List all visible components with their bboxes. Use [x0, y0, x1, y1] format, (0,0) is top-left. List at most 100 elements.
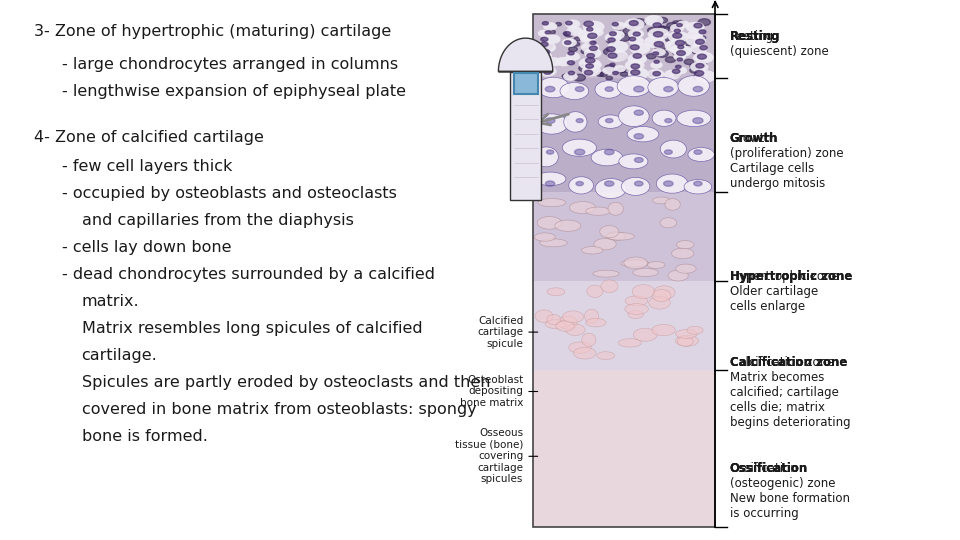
- Circle shape: [607, 47, 615, 52]
- Ellipse shape: [608, 202, 623, 215]
- Circle shape: [586, 64, 593, 68]
- Circle shape: [576, 119, 583, 123]
- Text: Resting
(quiescent) zone: Resting (quiescent) zone: [730, 30, 828, 58]
- Text: Growth: Growth: [730, 132, 779, 145]
- Circle shape: [596, 72, 604, 77]
- Ellipse shape: [594, 239, 616, 250]
- Circle shape: [568, 71, 574, 75]
- Ellipse shape: [665, 199, 681, 210]
- Circle shape: [677, 58, 683, 61]
- Ellipse shape: [654, 286, 675, 299]
- Ellipse shape: [652, 289, 671, 301]
- Text: Matrix resembles long spicules of calcified: Matrix resembles long spicules of calcif…: [82, 321, 422, 336]
- Circle shape: [546, 150, 554, 154]
- Circle shape: [545, 118, 555, 123]
- Circle shape: [672, 46, 692, 57]
- Circle shape: [607, 38, 616, 43]
- Circle shape: [694, 150, 702, 154]
- Circle shape: [556, 57, 572, 66]
- Ellipse shape: [598, 115, 623, 129]
- Circle shape: [644, 36, 665, 48]
- Circle shape: [565, 20, 580, 28]
- Circle shape: [687, 30, 703, 39]
- Circle shape: [686, 35, 706, 46]
- Text: Hypertrophic zone: Hypertrophic zone: [730, 270, 852, 283]
- Circle shape: [654, 60, 660, 63]
- Circle shape: [565, 21, 572, 25]
- Circle shape: [664, 150, 672, 154]
- Circle shape: [625, 60, 644, 71]
- Circle shape: [564, 41, 571, 44]
- Circle shape: [692, 48, 704, 55]
- Text: 3- Zone of hypertrophic (maturing) cartilage: 3- Zone of hypertrophic (maturing) carti…: [34, 24, 391, 39]
- Circle shape: [610, 31, 624, 39]
- Text: Osteoblast
depositing
bone matrix: Osteoblast depositing bone matrix: [460, 375, 523, 408]
- Circle shape: [539, 43, 556, 52]
- Circle shape: [691, 44, 708, 53]
- Circle shape: [583, 21, 604, 33]
- Text: matrix.: matrix.: [82, 294, 139, 309]
- Text: Ossification: Ossification: [730, 462, 808, 475]
- Circle shape: [684, 59, 694, 64]
- Circle shape: [587, 28, 593, 31]
- Ellipse shape: [591, 149, 623, 166]
- Circle shape: [635, 158, 643, 163]
- Circle shape: [536, 44, 547, 50]
- Circle shape: [586, 48, 597, 54]
- Circle shape: [608, 53, 617, 58]
- Circle shape: [664, 119, 672, 123]
- Circle shape: [603, 67, 615, 74]
- Circle shape: [568, 51, 574, 55]
- Circle shape: [678, 21, 684, 24]
- Ellipse shape: [677, 240, 694, 249]
- Circle shape: [652, 49, 665, 56]
- Ellipse shape: [649, 296, 670, 309]
- Text: - lengthwise expansion of epiphyseal plate: - lengthwise expansion of epiphyseal pla…: [62, 84, 406, 99]
- Ellipse shape: [625, 296, 648, 306]
- Circle shape: [694, 71, 704, 76]
- Circle shape: [566, 52, 580, 60]
- Circle shape: [605, 33, 621, 42]
- Ellipse shape: [687, 326, 703, 334]
- Circle shape: [678, 45, 684, 49]
- Circle shape: [564, 32, 573, 37]
- Circle shape: [673, 21, 679, 24]
- Circle shape: [698, 54, 707, 59]
- Circle shape: [677, 21, 689, 28]
- Text: - dead chondrocytes surrounded by a calcified: - dead chondrocytes surrounded by a calc…: [62, 267, 436, 282]
- Circle shape: [543, 23, 557, 30]
- Circle shape: [564, 72, 577, 80]
- Ellipse shape: [621, 177, 650, 195]
- Circle shape: [654, 32, 663, 37]
- Circle shape: [606, 119, 612, 123]
- Circle shape: [575, 87, 584, 91]
- Ellipse shape: [595, 80, 622, 98]
- Circle shape: [573, 75, 586, 81]
- Text: Hypertrophic zone
Older cartilage
cells enlarge: Hypertrophic zone Older cartilage cells …: [730, 270, 838, 313]
- Circle shape: [676, 40, 684, 45]
- Ellipse shape: [676, 335, 699, 346]
- Text: Hypertrophic zone
Older cartilage
cells enlarge: Hypertrophic zone Older cartilage cells …: [730, 270, 838, 313]
- Ellipse shape: [538, 199, 565, 207]
- Bar: [514, 73, 538, 94]
- Ellipse shape: [538, 77, 569, 98]
- Circle shape: [574, 37, 581, 41]
- Circle shape: [676, 65, 681, 69]
- Ellipse shape: [676, 329, 697, 339]
- Text: cartilage.: cartilage.: [82, 348, 157, 363]
- Ellipse shape: [569, 201, 595, 213]
- Circle shape: [532, 51, 551, 62]
- Ellipse shape: [574, 347, 596, 359]
- Ellipse shape: [621, 260, 649, 267]
- Ellipse shape: [563, 139, 596, 156]
- Circle shape: [645, 16, 663, 26]
- Circle shape: [666, 23, 678, 29]
- Text: - large chondrocytes arranged in columns: - large chondrocytes arranged in columns: [62, 57, 398, 72]
- Ellipse shape: [534, 147, 559, 167]
- Circle shape: [544, 35, 560, 44]
- Circle shape: [658, 17, 667, 23]
- Circle shape: [670, 24, 684, 32]
- Circle shape: [545, 31, 550, 34]
- Circle shape: [697, 62, 707, 68]
- Circle shape: [634, 32, 640, 36]
